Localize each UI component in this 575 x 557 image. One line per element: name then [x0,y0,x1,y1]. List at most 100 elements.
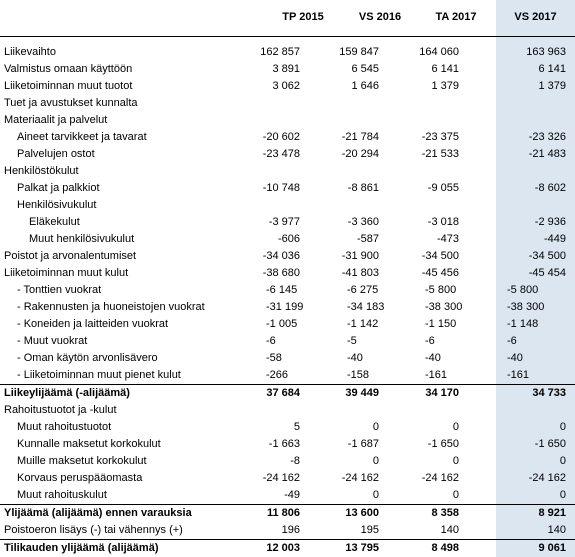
cell-value: 1 646 [351,80,379,92]
row-label: Ylijäämä (alijäämä) ennen varauksia [4,507,192,519]
cell-value: -40 [507,352,523,364]
cell-value: 0 [559,421,566,433]
table-row: Eläkekulut -3 977 -3 360 -3 018 -2 936 [0,214,575,231]
cell-value: 12 003 [266,542,300,554]
row-label: Palkat ja palkkiot [17,182,100,194]
table-row: Palkat ja palkkiot -10 748 -8 861 -9 055 -8 … [0,180,575,197]
row-label: Liikeylijäämä (-alijäämä) [4,387,130,399]
cell-value: -5 [347,335,357,347]
cell-value: 159 847 [339,46,379,58]
row-label: Eläkekulut [29,216,80,228]
cell-value: 34 733 [532,387,566,399]
row-label: Materiaalit ja palvelut [4,114,108,126]
table-row: Muille maksetut korkokulut -8 0 0 0 [0,453,575,470]
cell-value: -158 [347,369,370,381]
cell-value: -1 148 [507,318,539,330]
row-label: Muille maksetut korkokulut [17,455,147,467]
row-label: Muut rahoitustuotot [17,421,112,433]
table-row: - Liiketoiminnan muut pienet kulut -266 -1… [0,367,575,384]
cell-value: 0 [452,455,459,467]
cell-value: -1 150 [425,318,457,330]
cell-value: 0 [559,455,566,467]
cell-value: -10 748 [262,182,300,194]
table-row: Materiaalit ja palvelut [0,112,575,129]
cell-value: -38 300 [507,301,545,313]
cell-value: -1 663 [268,438,300,450]
column-header-tp2015: TP 2015 [282,11,324,23]
table-row: - Tonttien vuokrat -6 145 -6 275 -5 800 -5 8… [0,282,575,299]
row-label: Poistot ja arvonalentumiset [4,250,137,262]
cell-value: -6 [507,335,517,347]
cell-value: -8 [290,455,300,467]
cell-value: 5 [293,421,300,433]
cell-value: 6 141 [431,63,459,75]
cell-value: -3 018 [427,216,459,228]
table-row: Rahoitustuotot ja -kulut [0,402,575,419]
cell-value: 11 806 [266,507,300,519]
row-label: - Oman käytön arvonlisävero [17,352,158,364]
row-label: - Koneiden ja laitteiden vuokrat [17,318,169,330]
cell-value: 0 [452,489,459,501]
cell-value: -161 [425,369,448,381]
cell-value: -266 [266,369,289,381]
cell-value: -606 [277,233,300,245]
cell-value: -1 142 [347,318,379,330]
table-row: Henkilöstökulut [0,163,575,180]
table-row: Poistot ja arvonalentumiset -34 036 -31 90… [0,248,575,265]
cell-value: 0 [372,489,379,501]
cell-value: -31 900 [341,250,379,262]
cell-value: -5 800 [507,284,539,296]
cell-value: 0 [452,421,459,433]
cell-value: 140 [440,524,459,536]
table-row: Liiketoiminnan muut kulut -38 680 -41 803 -… [0,265,575,282]
vs2017-column-highlight [496,0,575,557]
table-row: Muut henkilösivukulut -606 -587 -473 -449 [0,231,575,248]
table-row: Aineet tarvikkeet ja tavarat -20 602 -21 7… [0,129,575,146]
row-label: Henkilösivukulut [17,199,97,211]
cell-value: 39 449 [345,387,379,399]
table-row: Liikeylijäämä (-alijäämä) 37 684 39 449 34 … [0,384,575,402]
cell-value: -38 680 [262,267,300,279]
row-label: Valmistus omaan käyttöön [4,63,133,75]
cell-value: -8 861 [347,182,379,194]
row-label: Rahoitustuotot ja -kulut [4,404,117,416]
cell-value: -21 483 [528,148,566,160]
cell-value: 9 061 [538,542,566,554]
cell-value: -40 [425,352,441,364]
cell-value: -161 [507,369,530,381]
cell-value: -40 [347,352,363,364]
row-label: Palvelujen ostot [17,148,95,160]
table-row: Liiketoiminnan muut tuotot 3 062 1 646 1 37… [0,78,575,95]
cell-value: -31 199 [266,301,304,313]
cell-value: -6 145 [266,284,298,296]
cell-value: -587 [356,233,379,245]
cell-value: -3 977 [268,216,300,228]
table-row: Ylijäämä (alijäämä) ennen varauksia 11 80… [0,504,575,522]
cell-value: -49 [284,489,300,501]
cell-value: -21 784 [341,131,379,143]
row-label: Liiketoiminnan muut tuotot [4,80,133,92]
cell-value: -6 [266,335,276,347]
table-header: TP 2015 VS 2016 TA 2017 VS 2017 [0,0,575,36]
row-label: Kunnalle maksetut korkokulut [17,438,161,450]
cell-value: -23 326 [528,131,566,143]
row-label: Tilikauden ylijäämä (alijäämä) [4,542,159,554]
cell-value: -2 936 [534,216,566,228]
header-divider [0,36,575,37]
table-row: Muut rahoitustuotot 5 0 0 0 [0,419,575,436]
cell-value: 164 060 [419,46,459,58]
table-row: Valmistus omaan käyttöön 3 891 6 545 6 141 6… [0,61,575,78]
row-label: Poistoeron lisäys (-) tai vähennys (+) [4,524,183,536]
column-header-vs2016: VS 2016 [358,11,402,23]
table-row: Tuet ja avustukset kunnalta [0,95,575,112]
cell-value: -38 300 [425,301,463,313]
cell-value: -20 294 [341,148,379,160]
cell-value: 6 545 [351,63,379,75]
cell-value: -8 602 [534,182,566,194]
table-row: Henkilösivukulut [0,197,575,214]
cell-value: -6 [425,335,435,347]
row-label: Liiketoiminnan muut kulut [4,267,129,279]
table-row: - Muut vuokrat -6 -5 -6 -6 [0,333,575,350]
cell-value: -5 800 [425,284,457,296]
cell-value: -1 005 [266,318,298,330]
